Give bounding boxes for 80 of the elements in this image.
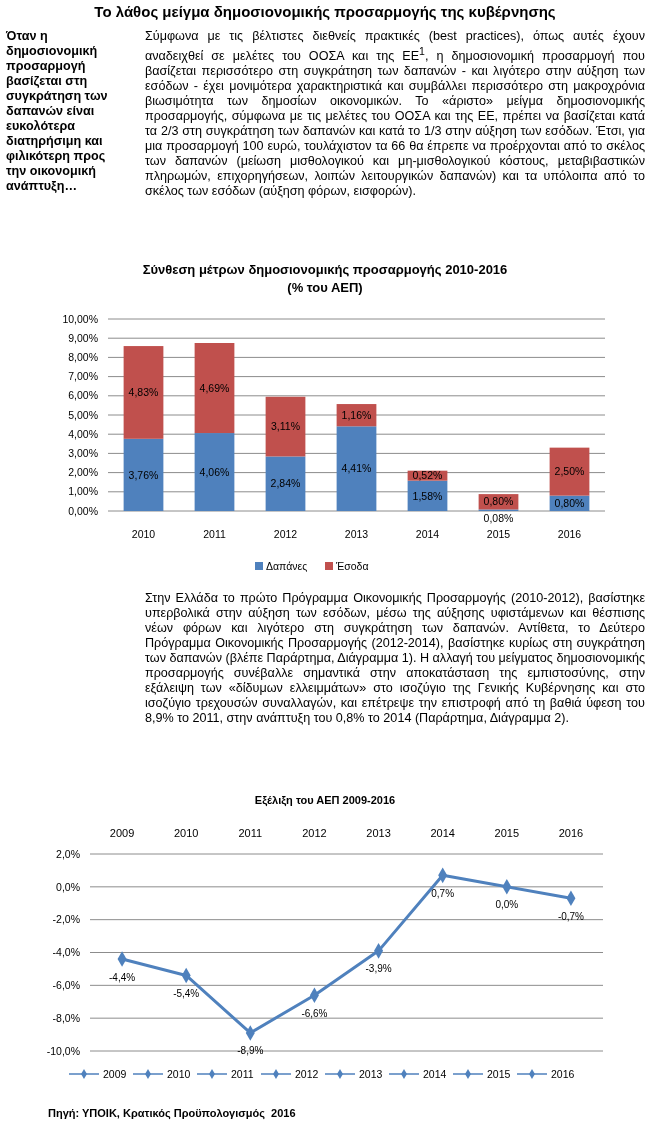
data-label: 3,76% xyxy=(128,468,159,481)
data-label: 0,7% xyxy=(431,887,455,899)
data-label: -8,9% xyxy=(237,1045,264,1057)
x-tick-label: 2013 xyxy=(359,1067,383,1080)
y-tick-label: 2,0% xyxy=(56,847,80,860)
text: Σύμφωνα με τις βέλτιστες διεθνείς πρακτικές (best practices), όπως αυτές έχουν αναδειχθεί σε μελέτες του ΟΟΣΑ και της ΕΕ$^{1}$, η δημοσιονομική προσαρμογή που βασίζεται περισσότερο στη συγκράτηση των δαπανών - και λιγότερο στην αύξηση των εσόδων - έχει μονιμότερα χαρακτηριστικά και συμβάλλει περισσότερο στη μακροχρόνια βιωσιμότητα των δημοσίων οικονομικών. Το «άριστο» μείγμα δημοσιονομικής προσαρμογής, σύμφωνα με τις μελέτες του ΟΟΣΑ και της ΕΕ, πρέπει να βασίζεται κατά τα 2/3 στη συγκράτηση των δαπανών και κατά το 1/3 στην αύξηση των εσόδων. Έτσι, για μια προσαρμογή 100 ευρώ, τουλάχιστον τα 66 θα έπρεπε να προέρχονται από το σκέλος των δαπανών (μείωση μισθολογικού και μη-μισθολογικού κόστους, μεταβιβαστικών πληρωμών, επιχορηγήσεων, λοιπών λειτουργικών δαπανών) και τα υπόλοιπα από το σκέλος των εσόδων (αύξηση φόρων, εισφορών). xyxy=(145,29,645,199)
y-tick-label: 3,00% xyxy=(68,447,98,460)
y-tick-label: 0,00% xyxy=(68,504,98,517)
bar xyxy=(265,396,306,457)
y-tick-label: -10,0% xyxy=(46,1044,80,1057)
y-tick-label: -4,0% xyxy=(52,946,80,959)
category-label: 2015 xyxy=(494,826,520,839)
x-tick-label: 2011 xyxy=(203,527,226,540)
y-tick-label: -2,0% xyxy=(52,913,80,926)
bar xyxy=(194,343,235,434)
text: Στην Ελλάδα το πρώτο Πρόγραμμα Οικονομικής Προσαρμογής (2010-2012), βασίστηκε υπερβολικά στην αύξηση των εσόδων, μέσω της αύξησης υφιστάμενων και θέσπισης νέων φόρων και λιγότερο στη συγκράτηση των δαπανών. Αντίθετα, το Δεύτερο Πρόγραμμα Οικονομικής Προσαρμογής (2012-2014), βασίστηκε κυρίως στη συγκράτηση των δαπανών (βλέπε Παράρτημα, Διάγραμμα 1). Η αλλαγή του μείγματος δημοσιονομικής προσαρμογής συνέβαλλε σημαντικά στην αποκατάσταση της εμπιστοσύνης, στην εξάλειψη των «δίδυμων ελλειμμάτων» στο ισοζύγιο της Γενικής Κυβέρνησης και στο ισοζύγιο τρεχουσών συναλλαγών, και επέτρεψε την επιστροφή από τη βαθιά ύφεση του 8,9% το 2011, στην ανάπτυξη του 0,8% το 2014 (Παράρτημα, Διάγραμμα 2). xyxy=(145,591,645,725)
data-label: 2,84% xyxy=(270,477,301,490)
x-tick-label: 2014 xyxy=(415,527,440,540)
bar xyxy=(194,433,235,511)
data-label: 0,08% xyxy=(483,511,514,524)
data-label: 4,83% xyxy=(128,386,159,399)
category-label: 2016 xyxy=(558,826,584,839)
x-tick-label: 2012 xyxy=(273,527,298,540)
legend-label: Έσοδα xyxy=(335,559,369,572)
data-label: 0,80% xyxy=(483,495,514,508)
y-tick-label: 7,00% xyxy=(68,370,98,383)
data-label: -5,4% xyxy=(173,987,200,999)
bar xyxy=(336,426,377,511)
data-label: 4,41% xyxy=(341,462,372,475)
x-tick-label: 2014 xyxy=(423,1067,447,1080)
x-tick-label: 2015 xyxy=(487,1067,511,1080)
x-tick-label: 2013 xyxy=(344,527,369,540)
text: Το λάθος μείγμα δημοσιονομικής προσαρμογής της κυβέρνησης xyxy=(93,2,557,22)
chart-title: Εξέλιξη του ΑΕΠ 2009-2016 xyxy=(254,794,396,807)
x-tick-label: 2011 xyxy=(231,1067,254,1080)
data-label: -3,9% xyxy=(365,963,392,975)
data-label: 4,69% xyxy=(199,381,230,394)
y-tick-label: -6,0% xyxy=(52,979,80,992)
data-label: 2,50% xyxy=(554,465,585,478)
y-tick-label: 0,0% xyxy=(56,880,80,893)
x-tick-label: 2016 xyxy=(551,1067,575,1080)
category-label: 2011 xyxy=(238,826,263,839)
data-label: 1,16% xyxy=(341,408,372,421)
data-label: -0,7% xyxy=(557,910,585,922)
category-label: 2014 xyxy=(430,826,455,839)
x-tick-label: 2010 xyxy=(167,1067,191,1080)
text: Πηγή: ΥΠΟΙΚ, Κρατικός Προϋπολογισμός 2016 xyxy=(48,1107,297,1119)
y-tick-label: 9,00% xyxy=(68,331,98,344)
bar xyxy=(123,438,164,511)
y-tick-label: -8,0% xyxy=(52,1011,80,1024)
category-label: 2013 xyxy=(366,826,391,839)
data-label: 0,0% xyxy=(495,899,519,911)
x-tick-label: 2016 xyxy=(557,527,582,540)
y-tick-label: 10,00% xyxy=(62,312,98,325)
category-label: 2009 xyxy=(109,826,135,839)
y-tick-label: 1,00% xyxy=(68,485,98,498)
bar xyxy=(549,447,590,496)
data-label: 3,11% xyxy=(271,420,300,433)
text: Όταν η δημοσιονομική προσαρμογή βασίζεται στη συγκράτηση των δαπανών είναι ευκολότερα διατηρήσιμη και φιλικότερη προς την οικονομική ανάπτυξη… xyxy=(6,29,108,193)
data-label: -4,4% xyxy=(109,971,136,983)
y-tick-label: 4,00% xyxy=(68,427,98,440)
legend-label: Δαπάνες xyxy=(266,559,308,572)
data-label: 4,06% xyxy=(199,465,230,478)
x-tick-label: 2012 xyxy=(295,1067,319,1080)
x-tick-label: 2015 xyxy=(486,527,511,540)
y-tick-label: 6,00% xyxy=(68,389,98,402)
bar xyxy=(265,456,306,511)
category-label: 2010 xyxy=(173,826,199,839)
x-tick-label: 2009 xyxy=(103,1067,127,1080)
chart-title: Σύνθεση μέτρων δημοσιονομικής προσαρμογής 2010-2016 (% του ΑΕΠ) xyxy=(142,262,508,296)
data-label: 0,80% xyxy=(554,496,585,509)
data-label: -6,6% xyxy=(301,1007,328,1019)
data-label: 1,58% xyxy=(412,489,443,502)
bar xyxy=(123,346,164,439)
y-tick-label: 8,00% xyxy=(68,351,98,364)
x-tick-label: 2010 xyxy=(131,527,156,540)
y-tick-label: 2,00% xyxy=(68,466,98,479)
category-label: 2012 xyxy=(302,826,327,839)
data-label: 0,52% xyxy=(412,469,443,482)
y-tick-label: 5,00% xyxy=(68,408,98,421)
